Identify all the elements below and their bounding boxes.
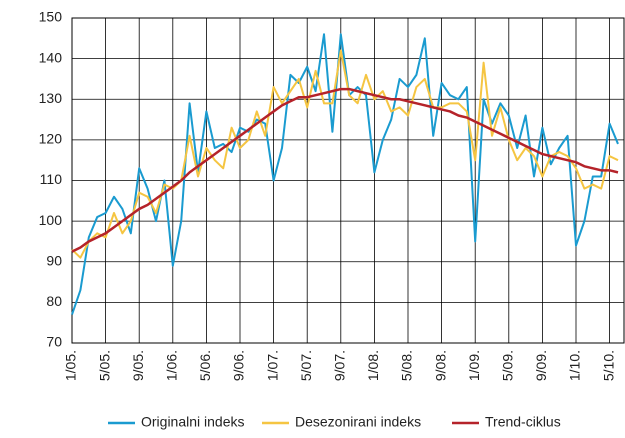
x-tick-label: 9/09. (533, 350, 549, 381)
x-tick-label: 9/08. (432, 350, 448, 381)
x-tick-label: 5/08. (399, 350, 415, 381)
y-tick-label: 120 (39, 131, 63, 147)
y-tick-label: 70 (46, 334, 62, 350)
x-tick-label: 1/07. (264, 350, 280, 381)
y-tick-label: 90 (46, 252, 62, 268)
series-line (71, 49, 619, 259)
x-tick-label: 1/08. (365, 350, 381, 381)
x-tick-label: 9/05. (130, 350, 146, 381)
x-tick-label: 1/05. (63, 350, 79, 381)
legend-label: Trend-ciklus (485, 414, 561, 430)
x-tick-label: 1/06. (164, 350, 180, 381)
legend-label: Originalni indeks (141, 414, 245, 430)
series-line (71, 87, 619, 253)
x-tick-label: 1/10. (567, 350, 583, 381)
y-tick-label: 130 (39, 90, 63, 106)
x-tick-label: 1/09. (466, 350, 482, 381)
x-tick-label: 9/07. (332, 350, 348, 381)
x-tick-label: 5/07. (298, 350, 314, 381)
x-tick-label: 9/06. (231, 350, 247, 381)
y-tick-label: 100 (39, 212, 63, 228)
y-tick-label: 110 (40, 171, 63, 187)
y-tick-label: 140 (39, 49, 63, 65)
plot-frame (71, 17, 625, 344)
legend-label: Desezonirani indeks (295, 414, 421, 430)
x-tick-label: 5/09. (500, 350, 516, 381)
y-tick-label: 80 (46, 293, 62, 309)
x-tick-label: 5/10. (600, 350, 616, 381)
x-tick-label: 5/05. (96, 350, 112, 381)
y-tick-label: 150 (39, 9, 63, 25)
x-tick-label: 5/06. (197, 350, 213, 381)
